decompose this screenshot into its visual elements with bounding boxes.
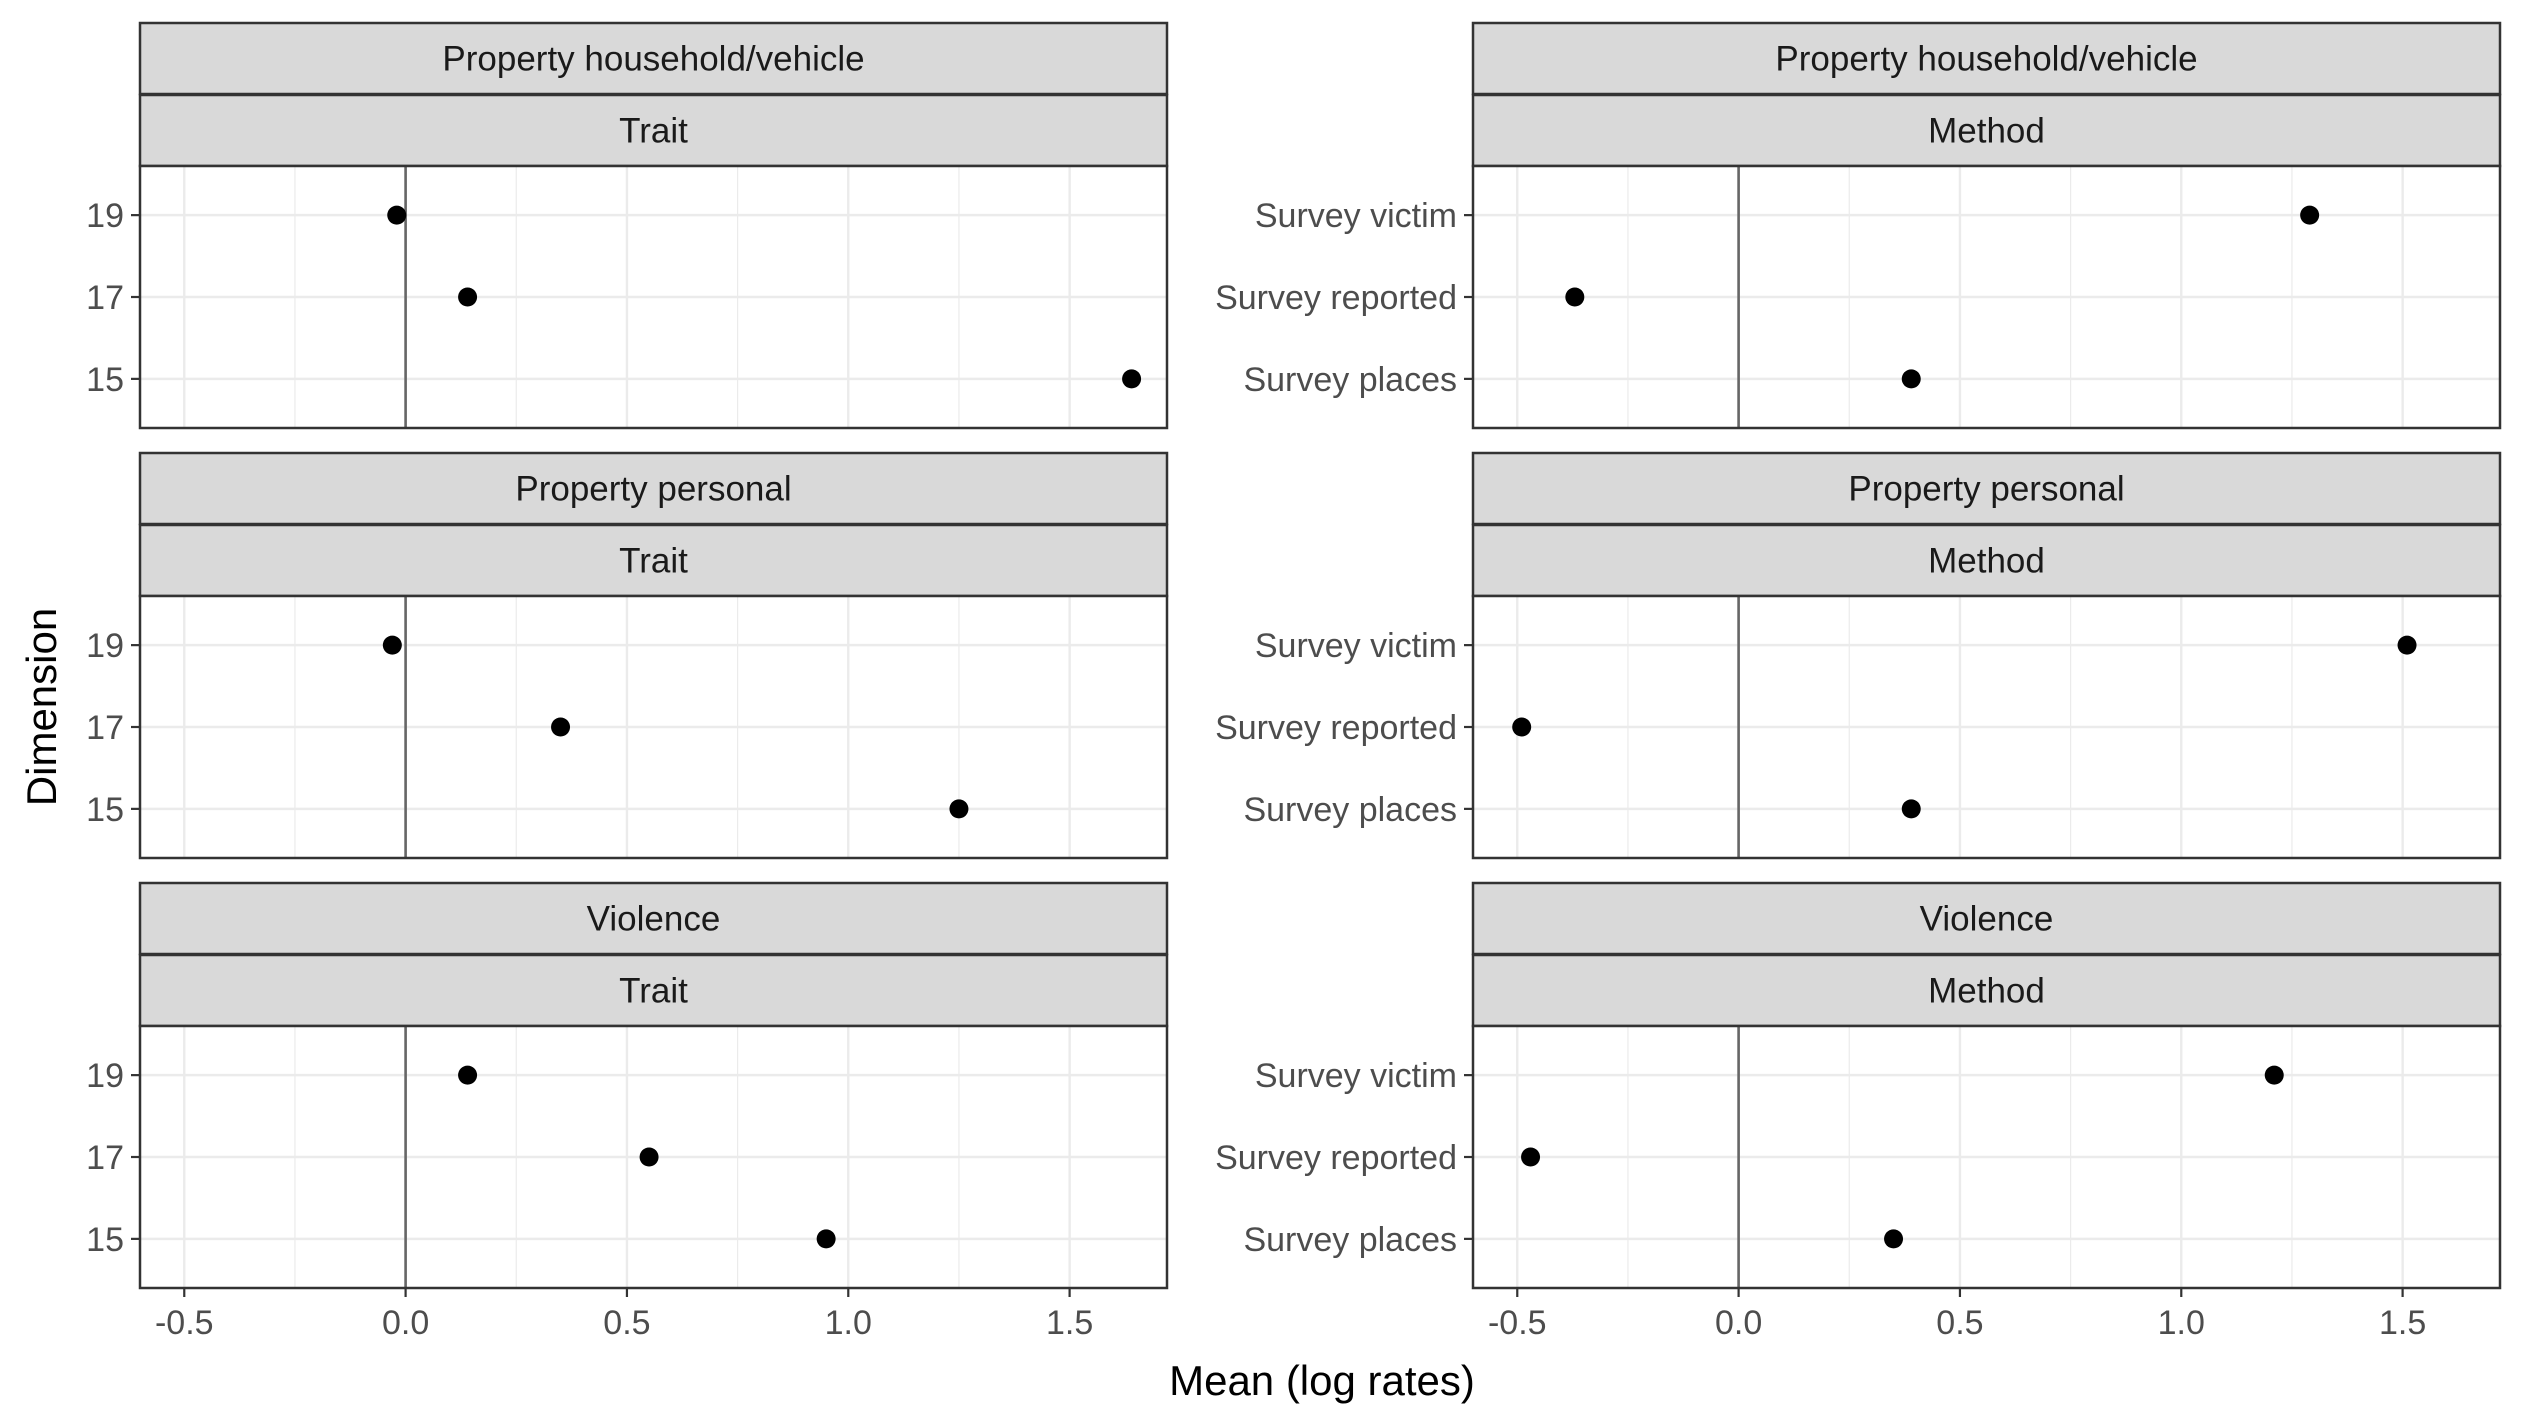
facet-strip-crime-label: Violence xyxy=(1920,900,2054,939)
y-tick-label: Survey reported xyxy=(1215,709,1457,747)
y-tick-label: 19 xyxy=(86,1057,124,1095)
y-tick-label: 19 xyxy=(86,197,124,235)
y-tick-label: 17 xyxy=(86,709,124,747)
facet-panel: Property personal Method Survey places Surv… xyxy=(1215,451,2502,860)
y-tick-label: Survey victim xyxy=(1255,627,1457,665)
facet-strip-crime-label: Property household/vehicle xyxy=(442,40,864,79)
y-tick-label: Survey places xyxy=(1243,1221,1457,1259)
x-tick-label: -0.5 xyxy=(155,1304,214,1342)
x-tick-label: 0.0 xyxy=(1715,1304,1762,1342)
data-point xyxy=(551,717,571,737)
facet-panel: Violence Method -0.5 0.0 0.5 1.0 1.5 Survey pla… xyxy=(1215,881,2502,1342)
x-tick-label: 1.0 xyxy=(2158,1304,2205,1342)
y-tick-label: 17 xyxy=(86,1139,124,1177)
data-point xyxy=(1884,1229,1904,1249)
x-tick-label: 1.5 xyxy=(2379,1304,2426,1342)
panel-border xyxy=(1471,164,2502,430)
data-point xyxy=(1901,369,1921,389)
panel-border xyxy=(1471,594,2502,860)
facet-strip-crime xyxy=(138,21,1169,96)
facet-strip-crime xyxy=(138,451,1169,526)
facet-strip-crime-label: Property personal xyxy=(515,470,791,509)
facet-strip-crime-label: Property household/vehicle xyxy=(1775,40,2197,79)
y-tick-label: 17 xyxy=(86,279,124,317)
panel-border xyxy=(138,1024,1169,1290)
facet-panel: Property household/vehicle Trait 15 17 19 xyxy=(86,21,1169,430)
facet-strip-type-label: Trait xyxy=(619,112,688,151)
y-tick-label: 15 xyxy=(86,1221,124,1259)
data-point xyxy=(1122,369,1142,389)
x-tick-label: 0.5 xyxy=(603,1304,650,1342)
facet-strip-type xyxy=(1471,93,2502,168)
facet-strip-type-label: Trait xyxy=(619,972,688,1011)
x-tick-label: 0.5 xyxy=(1936,1304,1983,1342)
facet-strip-type-label: Method xyxy=(1928,972,2045,1011)
panel-border xyxy=(138,594,1169,860)
facet-strip-type-label: Trait xyxy=(619,542,688,581)
data-point xyxy=(1565,287,1585,307)
y-tick-label: Survey places xyxy=(1243,791,1457,829)
x-tick-label: 1.5 xyxy=(1046,1304,1093,1342)
y-tick-label: 15 xyxy=(86,791,124,829)
panel-border xyxy=(138,164,1169,430)
data-point xyxy=(2264,1065,2284,1085)
y-tick-label: Survey reported xyxy=(1215,279,1457,317)
data-point xyxy=(816,1229,836,1249)
x-axis-title: Mean (log rates) xyxy=(1169,1357,1475,1404)
data-point xyxy=(458,1065,478,1085)
data-point xyxy=(1521,1147,1541,1167)
data-point xyxy=(639,1147,659,1167)
data-point xyxy=(382,635,402,655)
facet-panel: Property household/vehicle Method Survey p… xyxy=(1215,21,2502,430)
x-tick-label: 0.0 xyxy=(382,1304,429,1342)
y-tick-label: 19 xyxy=(86,627,124,665)
facet-strip-type xyxy=(1471,953,2502,1028)
facet-strip-type xyxy=(138,953,1169,1028)
facet-strip-type-label: Method xyxy=(1928,112,2045,151)
facet-strip-type xyxy=(138,93,1169,168)
data-point xyxy=(2300,205,2320,225)
facet-strip-crime xyxy=(138,881,1169,956)
panel-border xyxy=(1471,1024,2502,1290)
data-point xyxy=(1901,799,1921,819)
y-tick-label: Survey victim xyxy=(1255,197,1457,235)
facet-strip-type-label: Method xyxy=(1928,542,2045,581)
data-point xyxy=(2397,635,2417,655)
facet-strip-crime-label: Violence xyxy=(587,900,721,939)
y-tick-label: 15 xyxy=(86,361,124,399)
x-tick-label: -0.5 xyxy=(1488,1304,1547,1342)
facet-strip-type xyxy=(138,523,1169,598)
y-tick-label: Survey places xyxy=(1243,361,1457,399)
y-axis-title: Dimension xyxy=(18,608,65,806)
facet-panel: Violence Trait -0.5 0.0 0.5 1.0 1.5 15 17 19 xyxy=(86,881,1169,1342)
data-point xyxy=(458,287,478,307)
facet-strip-crime-label: Property personal xyxy=(1848,470,2124,509)
data-point xyxy=(387,205,407,225)
data-point xyxy=(1512,717,1532,737)
data-point xyxy=(949,799,969,819)
y-tick-label: Survey victim xyxy=(1255,1057,1457,1095)
facet-strip-crime xyxy=(1471,451,2502,526)
y-tick-label: Survey reported xyxy=(1215,1139,1457,1177)
facet-panel: Property personal Trait 15 17 19 xyxy=(86,451,1169,860)
panels-layer: Property household/vehicleTrait151719Pro… xyxy=(86,21,2502,1342)
x-tick-label: 1.0 xyxy=(825,1304,872,1342)
